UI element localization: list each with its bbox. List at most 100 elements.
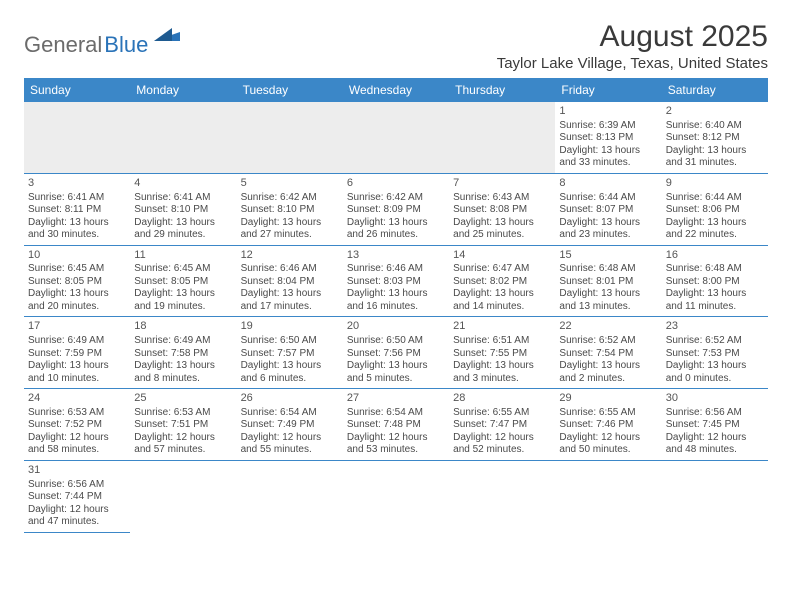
sunrise-line: Sunrise: 6:46 AM [347,263,445,276]
day-cell: 4Sunrise: 6:41 AMSunset: 8:10 PMDaylight… [130,174,236,246]
sunrise-line: Sunrise: 6:48 AM [559,263,657,276]
day-cell: 24Sunrise: 6:53 AMSunset: 7:52 PMDayligh… [24,389,130,461]
daylight-line-1: Daylight: 13 hours [241,217,339,230]
day-cell: 14Sunrise: 6:47 AMSunset: 8:02 PMDayligh… [449,246,555,318]
sunrise-line: Sunrise: 6:45 AM [28,263,126,276]
daylight-line-1: Daylight: 13 hours [559,288,657,301]
day-cell: 20Sunrise: 6:50 AMSunset: 7:56 PMDayligh… [343,317,449,389]
daylight-line-1: Daylight: 13 hours [241,288,339,301]
sunset-line: Sunset: 7:59 PM [28,348,126,361]
daylight-line-1: Daylight: 13 hours [28,217,126,230]
daylight-line-1: Daylight: 12 hours [28,432,126,445]
day-cell: 3Sunrise: 6:41 AMSunset: 8:11 PMDaylight… [24,174,130,246]
daylight-line-2: and 13 minutes. [559,301,657,314]
sunset-line: Sunset: 8:08 PM [453,204,551,217]
day-number: 4 [134,177,232,191]
sunrise-line: Sunrise: 6:53 AM [134,407,232,420]
daylight-line-1: Daylight: 13 hours [453,288,551,301]
day-number: 15 [559,249,657,263]
day-number: 5 [241,177,339,191]
day-number: 20 [347,320,445,334]
day-number: 17 [28,320,126,334]
month-title: August 2025 [497,20,768,53]
day-number: 13 [347,249,445,263]
day-number: 2 [666,105,764,119]
day-cell: 31Sunrise: 6:56 AMSunset: 7:44 PMDayligh… [24,461,130,533]
day-cell: 26Sunrise: 6:54 AMSunset: 7:49 PMDayligh… [237,389,343,461]
day-number: 19 [241,320,339,334]
day-number: 21 [453,320,551,334]
sunrise-line: Sunrise: 6:55 AM [453,407,551,420]
daylight-line-2: and 58 minutes. [28,444,126,457]
daylight-line-2: and 52 minutes. [453,444,551,457]
daylight-line-2: and 31 minutes. [666,157,764,170]
daylight-line-2: and 50 minutes. [559,444,657,457]
calendar-grid: SundayMondayTuesdayWednesdayThursdayFrid… [24,78,768,533]
day-cell: 25Sunrise: 6:53 AMSunset: 7:51 PMDayligh… [130,389,236,461]
sunrise-line: Sunrise: 6:45 AM [134,263,232,276]
day-number: 18 [134,320,232,334]
empty-cell [449,461,555,533]
sunset-line: Sunset: 7:53 PM [666,348,764,361]
day-number: 8 [559,177,657,191]
daylight-line-1: Daylight: 12 hours [453,432,551,445]
daylight-line-1: Daylight: 13 hours [241,360,339,373]
sunset-line: Sunset: 7:58 PM [134,348,232,361]
sunrise-line: Sunrise: 6:42 AM [241,192,339,205]
sunrise-line: Sunrise: 6:43 AM [453,192,551,205]
day-cell: 7Sunrise: 6:43 AMSunset: 8:08 PMDaylight… [449,174,555,246]
sunrise-line: Sunrise: 6:54 AM [347,407,445,420]
day-number: 23 [666,320,764,334]
day-cell: 19Sunrise: 6:50 AMSunset: 7:57 PMDayligh… [237,317,343,389]
daylight-line-2: and 10 minutes. [28,373,126,386]
sunset-line: Sunset: 8:06 PM [666,204,764,217]
day-cell: 28Sunrise: 6:55 AMSunset: 7:47 PMDayligh… [449,389,555,461]
day-number: 31 [28,464,126,478]
sunset-line: Sunset: 7:54 PM [559,348,657,361]
day-number: 10 [28,249,126,263]
sunset-line: Sunset: 7:46 PM [559,419,657,432]
day-number: 14 [453,249,551,263]
brand-logo: GeneralBlue [24,28,180,61]
sunrise-line: Sunrise: 6:42 AM [347,192,445,205]
day-header: Sunday [24,78,130,102]
day-cell: 29Sunrise: 6:55 AMSunset: 7:46 PMDayligh… [555,389,661,461]
day-cell: 11Sunrise: 6:45 AMSunset: 8:05 PMDayligh… [130,246,236,318]
daylight-line-1: Daylight: 13 hours [347,360,445,373]
empty-cell [555,461,661,533]
empty-cell [237,461,343,533]
day-header: Saturday [662,78,768,102]
daylight-line-2: and 14 minutes. [453,301,551,314]
day-number: 3 [28,177,126,191]
sunset-line: Sunset: 7:48 PM [347,419,445,432]
brand-part1: General [24,32,102,58]
daylight-line-1: Daylight: 13 hours [347,288,445,301]
sunrise-line: Sunrise: 6:41 AM [134,192,232,205]
day-number: 28 [453,392,551,406]
sunset-line: Sunset: 7:55 PM [453,348,551,361]
sunset-line: Sunset: 8:03 PM [347,276,445,289]
daylight-line-1: Daylight: 12 hours [241,432,339,445]
day-number: 11 [134,249,232,263]
sunset-line: Sunset: 7:49 PM [241,419,339,432]
sunset-line: Sunset: 7:44 PM [28,491,126,504]
day-number: 25 [134,392,232,406]
sunrise-line: Sunrise: 6:49 AM [28,335,126,348]
sunset-line: Sunset: 8:13 PM [559,132,657,145]
sunset-line: Sunset: 7:51 PM [134,419,232,432]
sunset-line: Sunset: 8:05 PM [134,276,232,289]
daylight-line-1: Daylight: 13 hours [134,288,232,301]
sunset-line: Sunset: 7:47 PM [453,419,551,432]
daylight-line-2: and 26 minutes. [347,229,445,242]
day-number: 29 [559,392,657,406]
sunrise-line: Sunrise: 6:40 AM [666,120,764,133]
day-number: 1 [559,105,657,119]
daylight-line-2: and 33 minutes. [559,157,657,170]
sunrise-line: Sunrise: 6:52 AM [559,335,657,348]
sunset-line: Sunset: 7:52 PM [28,419,126,432]
day-number: 24 [28,392,126,406]
title-block: August 2025 Taylor Lake Village, Texas, … [497,20,768,72]
daylight-line-2: and 5 minutes. [347,373,445,386]
day-number: 12 [241,249,339,263]
day-header: Friday [555,78,661,102]
